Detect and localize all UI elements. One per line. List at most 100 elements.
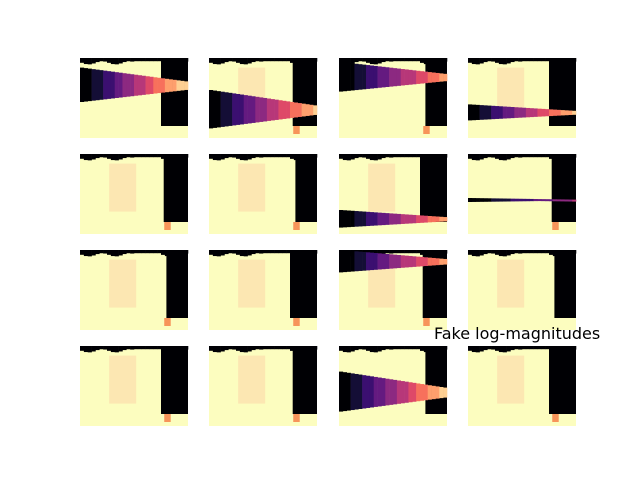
panel-top-cell (110, 250, 116, 257)
panel-band-cell (427, 216, 432, 223)
panel-band-cell (346, 210, 351, 228)
panel-top-cell (149, 346, 154, 350)
panel-top-cell (270, 154, 275, 158)
panel-top-cell (385, 250, 390, 254)
panel-highlight-band (368, 163, 396, 212)
panel-top-cell (212, 154, 218, 161)
panel-top-cell (263, 154, 268, 158)
panel-top-cell (514, 250, 519, 254)
panel-top-cell (366, 154, 371, 159)
panel-top-cell (209, 58, 214, 63)
panel-band-cell (385, 253, 390, 269)
panel-band-cell (495, 106, 500, 119)
panel-band-cell (420, 384, 425, 401)
panel-top-cell (228, 250, 233, 254)
panel-top-cell (126, 58, 131, 62)
panel-band-cell (286, 101, 291, 119)
panel-top-cell (259, 346, 264, 350)
panel-top-cell (522, 154, 527, 158)
panel-band-cell (149, 76, 154, 94)
panel-top-cell (282, 154, 287, 158)
panel-top-cell (362, 346, 367, 350)
panel-band-cell (420, 71, 425, 84)
panel-top-cell (91, 58, 96, 64)
panel-top-cell (479, 58, 484, 64)
panel-spike (293, 318, 300, 326)
panel-top-cell (255, 58, 260, 62)
panel-band-cell (564, 110, 569, 116)
panel-spike (552, 414, 559, 422)
panel-top-cell (498, 58, 504, 65)
panel-band-cell (373, 212, 378, 226)
panel-band-cell (498, 198, 504, 202)
panel-right-cutoff (425, 346, 447, 414)
panel-top-cell (282, 346, 287, 350)
panel-top-cell (529, 154, 534, 158)
panel-band-cell (153, 77, 158, 94)
panel-right-cutoff (425, 58, 447, 126)
panel-band-cell (506, 106, 511, 119)
panel-top-cell (487, 250, 492, 254)
panel-top-cell (87, 250, 92, 257)
panel-right-cutoff (549, 346, 576, 414)
panel-top-cell (266, 154, 272, 158)
panel-top-cell (525, 58, 531, 62)
panel-highlight-band (109, 355, 137, 404)
panel-band-cell (427, 385, 432, 400)
panel-band-cell (396, 213, 402, 225)
panel-top-cell (126, 250, 131, 254)
panel-top-cell (404, 58, 409, 62)
panel-top-cell (487, 154, 492, 158)
panel-top-cell (358, 250, 363, 254)
panel-band-cell (533, 199, 538, 202)
panel-top-cell (346, 154, 351, 161)
panel-top-cell (243, 58, 248, 65)
panel-band-cell (381, 253, 386, 270)
panel-band-cell (431, 385, 436, 400)
panel-top-cell (389, 58, 394, 62)
panel-top-cell (278, 346, 283, 350)
panel-top-cell (381, 58, 386, 63)
panel-band-cell (545, 199, 550, 202)
panel-band-cell (443, 258, 448, 265)
panel-band-cell (529, 198, 534, 202)
panel-top-cell (416, 154, 421, 158)
panel-top-cell (236, 346, 241, 351)
panel-highlight-band (497, 355, 525, 404)
panel-top-cell (99, 346, 104, 350)
panel-top-cell (263, 346, 268, 350)
panel-top-cell (286, 250, 291, 254)
panel-band-cell (354, 63, 359, 91)
panel-band-cell (309, 104, 314, 116)
panel-band-cell (259, 97, 264, 122)
panel-top-cell (114, 58, 119, 65)
panel-top-cell (161, 250, 166, 255)
panel-top-cell (373, 58, 378, 65)
panel-band-cell (176, 80, 181, 91)
panel-band-cell (408, 69, 413, 85)
panel-top-cell (99, 154, 104, 158)
panel-top-cell (400, 346, 405, 350)
panel-band-cell (491, 198, 496, 202)
panel-top-cell (483, 58, 488, 63)
heatmap-panel (209, 58, 318, 138)
panel-top-cell (377, 250, 382, 256)
heatmap-panel (209, 346, 318, 426)
panel-right-cutoff (420, 154, 447, 222)
panel-top-cell (412, 250, 417, 254)
panel-top-cell (157, 58, 162, 62)
panel-band-cell (247, 95, 252, 124)
panel-top-cell (259, 250, 264, 254)
panel-top-cell (83, 58, 89, 65)
panel-top-cell (479, 154, 484, 160)
panel-band-cell (377, 212, 382, 226)
panel-band-cell (393, 213, 398, 225)
panel-band-cell (412, 214, 417, 224)
panel-band-cell (278, 100, 283, 120)
panel-top-cell (212, 346, 218, 353)
panel-top-cell (209, 154, 214, 159)
panel-top-cell (118, 250, 123, 256)
panel-top-cell (91, 154, 96, 160)
panel-band-cell (362, 251, 367, 271)
panel-top-cell (103, 250, 108, 254)
